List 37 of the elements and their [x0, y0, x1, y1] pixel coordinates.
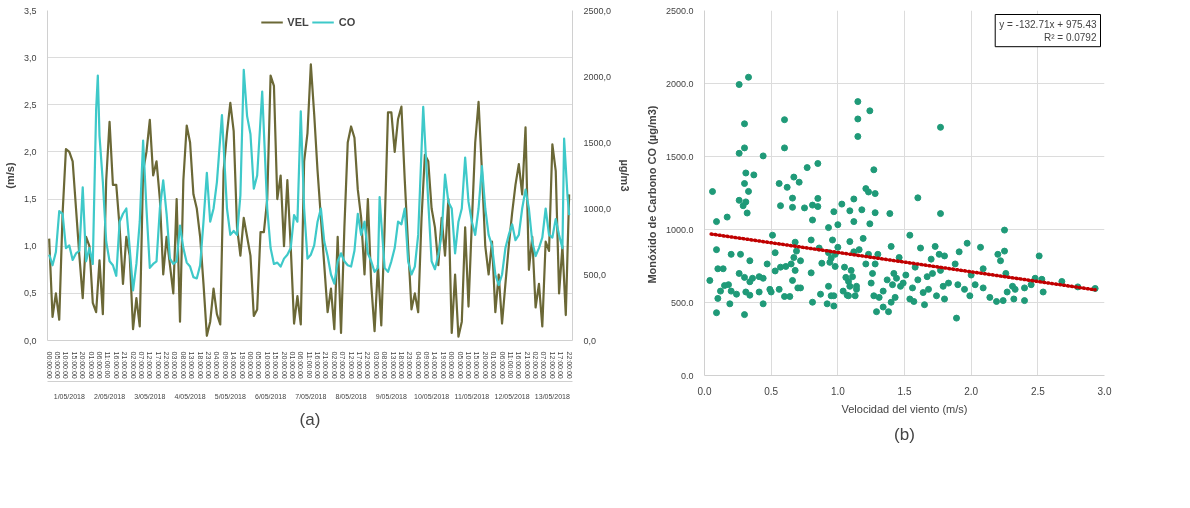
- y2-tick-label: 500,0: [583, 269, 607, 280]
- x-tick-label: 2.5: [1030, 385, 1046, 397]
- annotation: y = -132.71x + 975.43: [999, 18, 1097, 30]
- y2-tick-label: 1500,0: [583, 137, 612, 148]
- x-tick-label: 1.5: [897, 385, 912, 397]
- y-tick-label: 2,5: [23, 99, 37, 110]
- legend-label: VEL: [287, 16, 309, 28]
- y2-tick-label: 0,0: [583, 335, 597, 346]
- y-tick-label: 3,5: [23, 5, 37, 16]
- line-series: [48, 68, 571, 292]
- y2-tick-label: 2000,0: [583, 71, 612, 82]
- y-tick-label: 0,0: [23, 335, 37, 346]
- y2-tick-label: 2500,0: [583, 5, 612, 16]
- x-tick-label: 0.5: [764, 385, 779, 397]
- y-tick-label: 1,0: [23, 241, 37, 252]
- y-axis-title: (m/s): [3, 162, 16, 189]
- y2-axis-title: µg/m3: [619, 159, 632, 192]
- text: (a): [299, 409, 321, 429]
- y-tick-label: 500.0: [670, 297, 694, 308]
- y2-tick-label: 1000,0: [583, 203, 612, 214]
- y-tick-label: 2,0: [23, 146, 37, 157]
- y-tick-label: 1,5: [23, 194, 37, 205]
- x-tick-label: 1.0: [830, 385, 846, 397]
- y-tick-label: 2000.0: [665, 78, 694, 89]
- x-axis-title: Velocidad del viento (m/s): [841, 402, 968, 415]
- text: (b): [894, 424, 915, 444]
- y-tick-label: 1500.0: [665, 151, 694, 162]
- annotation: R² = 0.0792: [1043, 31, 1097, 43]
- x-tick-label: 2.0: [964, 385, 979, 397]
- y-axis-title: Monóxido de Carbono CO (µg/m3): [645, 105, 658, 284]
- y-tick-label: 2500.0: [665, 5, 694, 16]
- x-tick-label: 3.0: [1097, 385, 1112, 397]
- x-tick-label: 0.0: [697, 385, 712, 397]
- legend-label: CO: [338, 16, 357, 28]
- y-tick-label: 1000.0: [665, 224, 694, 235]
- y-tick-label: 3,0: [23, 52, 37, 63]
- y-tick-label: 0,5: [23, 288, 37, 299]
